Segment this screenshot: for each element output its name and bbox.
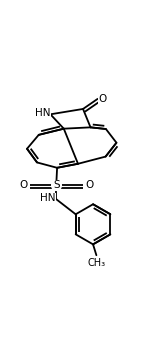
Text: HN: HN bbox=[35, 108, 50, 118]
Text: O: O bbox=[19, 180, 27, 189]
Text: S: S bbox=[53, 180, 60, 189]
Text: O: O bbox=[98, 94, 106, 104]
Text: O: O bbox=[85, 180, 93, 189]
Text: CH₃: CH₃ bbox=[87, 258, 105, 268]
Text: HN: HN bbox=[40, 193, 55, 203]
